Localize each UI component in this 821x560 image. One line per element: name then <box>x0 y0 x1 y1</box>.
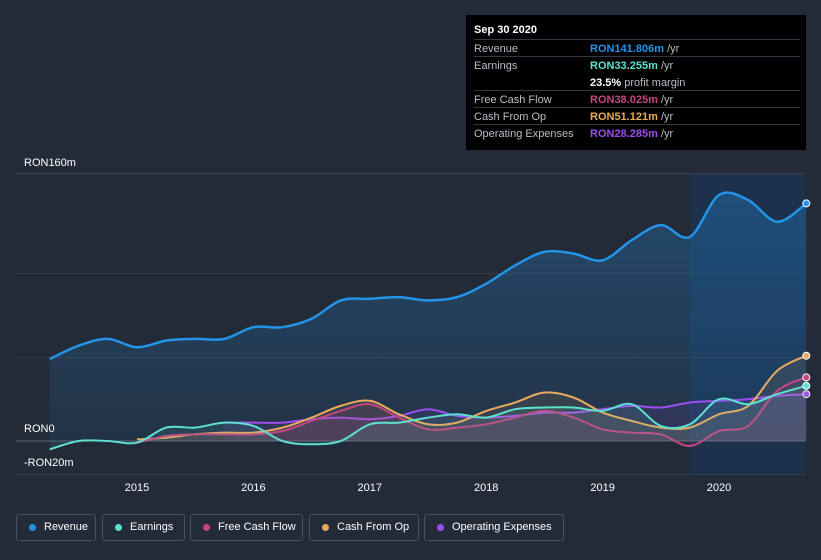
series-end-marker-earnings <box>802 381 811 390</box>
legend-label: Free Cash Flow <box>218 521 296 533</box>
x-tick-label: 2015 <box>125 482 149 494</box>
x-axis-labels: 2015 2016 2017 2018 2019 2020 <box>125 482 731 494</box>
tooltip-row-operating-expenses: Operating Expenses RON28.285m /yr <box>474 124 800 142</box>
legend-label: Earnings <box>130 521 174 533</box>
series-area-free-cash-flow <box>137 377 807 447</box>
series-line-revenue <box>49 191 808 361</box>
legend-dot-icon <box>437 524 444 531</box>
legend-dot-icon <box>322 524 329 531</box>
legend-item-cash-from-op[interactable]: Cash From Op <box>309 514 419 541</box>
legend-label: Operating Expenses <box>452 521 552 533</box>
series-area-revenue <box>49 192 807 441</box>
tooltip-row-cash-from-op: Cash From Op RON51.121m /yr <box>474 107 800 125</box>
tooltip-value: RON33.255m /yr <box>590 60 674 72</box>
series-end-marker-free-cash-flow <box>802 373 811 382</box>
tooltip-value: 23.5% profit margin <box>590 77 686 89</box>
tooltip-panel: Sep 30 2020 Revenue RON141.806m /yr Earn… <box>466 15 806 150</box>
tooltip-date: Sep 30 2020 <box>474 24 537 36</box>
x-tick-label: 2018 <box>474 482 498 494</box>
tooltip-label: Operating Expenses <box>474 128 574 140</box>
legend-dot-icon <box>203 524 210 531</box>
series-end-marker-cash-from-op <box>802 351 811 360</box>
tooltip-row-earnings: Earnings RON33.255m /yr <box>474 56 800 74</box>
tooltip-row-profit-margin: 23.5% profit margin <box>474 73 800 91</box>
legend-label: Revenue <box>44 521 89 533</box>
tooltip-label: Earnings <box>474 60 518 72</box>
legend-item-revenue[interactable]: Revenue <box>16 514 96 541</box>
x-tick-label: 2019 <box>590 482 614 494</box>
y-tick-label: RON0 <box>24 423 55 435</box>
x-tick-label: 2017 <box>358 482 382 494</box>
x-tick-label: 2020 <box>707 482 731 494</box>
tooltip-value: RON28.285m /yr <box>590 128 674 140</box>
series-line-free-cash-flow <box>136 376 807 447</box>
y-tick-label: RON160m <box>24 157 76 169</box>
tooltip-row-free-cash-flow: Free Cash Flow RON38.025m /yr <box>474 90 800 108</box>
legend-dot-icon <box>115 524 122 531</box>
tooltip-row-revenue: Revenue RON141.806m /yr <box>474 39 800 57</box>
series-area-cash-from-op <box>137 355 807 441</box>
tooltip-label: Revenue <box>474 43 519 55</box>
y-axis-labels: RON160m RON0 -RON20m <box>24 157 76 469</box>
legend-item-free-cash-flow[interactable]: Free Cash Flow <box>190 514 303 541</box>
tooltip-label: Free Cash Flow <box>474 94 552 106</box>
series-end-marker-operating-expenses <box>802 390 811 399</box>
y-tick-label: -RON20m <box>24 457 74 469</box>
series-line-earnings <box>49 384 807 451</box>
tooltip-value: RON51.121m /yr <box>590 111 674 123</box>
legend-label: Cash From Op <box>337 521 410 533</box>
tooltip-label: Cash From Op <box>474 111 547 123</box>
series-end-marker-revenue <box>802 199 811 208</box>
tooltip-value: RON141.806m /yr <box>590 43 680 55</box>
x-tick-label: 2016 <box>241 482 265 494</box>
legend-dot-icon <box>29 524 36 531</box>
legend-item-operating-expenses[interactable]: Operating Expenses <box>424 514 564 541</box>
legend-item-earnings[interactable]: Earnings <box>102 514 185 541</box>
series-layer <box>49 191 811 451</box>
tooltip-value: RON38.025m /yr <box>590 94 674 106</box>
